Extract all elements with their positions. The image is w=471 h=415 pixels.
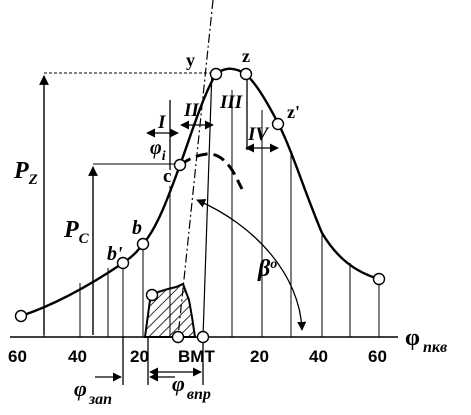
point-b-label: b: [132, 217, 142, 239]
pz-main: P: [13, 158, 29, 184]
grid-lines: [43, 90, 380, 337]
pz-sub: Z: [28, 172, 38, 188]
tick-label: 40: [309, 347, 328, 366]
phi-i-sub: i: [162, 149, 166, 164]
pressure-curve: [20, 67, 380, 318]
phi-zap-sub: зап: [88, 391, 112, 408]
beta-main: β: [257, 256, 271, 282]
point-zprime-label: z': [287, 102, 300, 122]
motoring-curve: [179, 152, 244, 190]
pz-label: PZ: [13, 158, 38, 188]
beta-label: βo: [257, 256, 277, 282]
phi-zap-main: φ: [74, 376, 87, 401]
phi-vpr-label: φ впр: [172, 371, 211, 403]
phi-vpr-main: φ: [172, 371, 185, 396]
pc-label: PC: [63, 217, 90, 247]
tick-label: 60: [368, 347, 387, 366]
point-y-label: y: [186, 50, 195, 70]
tick-label: 20: [130, 347, 149, 366]
axis-label: φ пкв: [405, 325, 447, 356]
curve-points: [14, 67, 386, 344]
axis-label-sub: пкв: [423, 339, 447, 356]
point-bprime-label: b': [107, 243, 123, 265]
tangent-line: [177, 0, 214, 338]
point-c-label: c: [163, 166, 171, 187]
phase-IV-label: IV: [247, 124, 269, 145]
tick-label: 20: [250, 347, 269, 366]
phase-I-label: I: [157, 112, 166, 133]
beta-arrow: [196, 199, 307, 331]
pc-main: P: [63, 217, 79, 243]
phase-III-label: III: [219, 92, 243, 113]
beta-sub: o: [270, 257, 277, 272]
tdc-label: ВМТ: [178, 347, 215, 366]
phase-arrows: [146, 74, 279, 170]
bottom-dimensions: [95, 337, 204, 385]
phase-II-label: II: [183, 100, 199, 121]
axis-label-main: φ: [405, 325, 420, 351]
tick-label: 60: [8, 347, 27, 366]
tick-label: 40: [68, 347, 87, 366]
phi-vpr-sub: впр: [187, 386, 211, 403]
pc-sub: C: [79, 231, 90, 247]
phi-i-main: φ: [150, 137, 162, 159]
point-z-label: z: [242, 46, 250, 66]
phi-i-label: φi: [150, 137, 166, 164]
phi-zap-label: φ зап: [74, 376, 112, 408]
